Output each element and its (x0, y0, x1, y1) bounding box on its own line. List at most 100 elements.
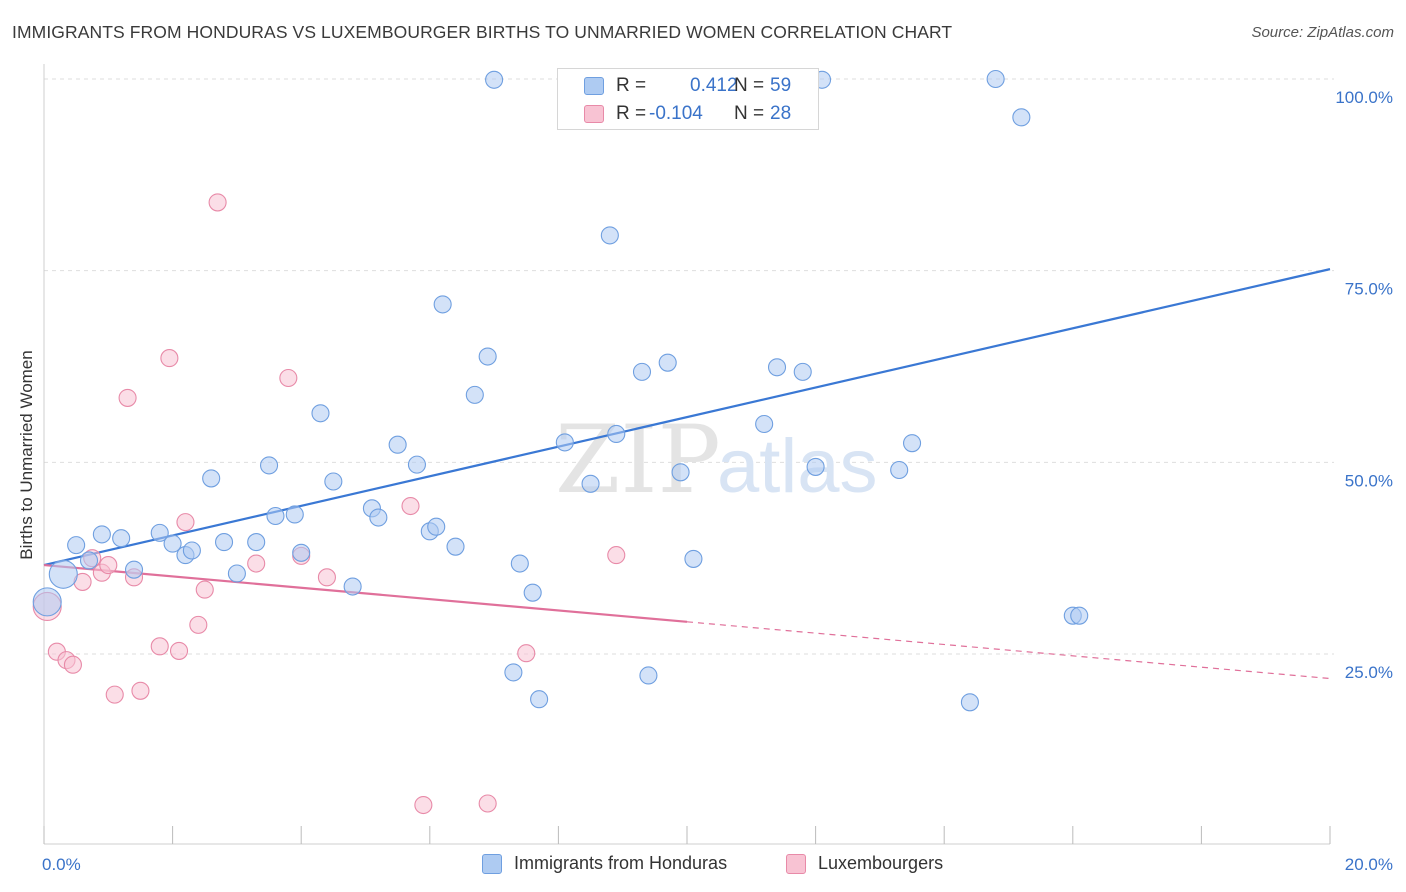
data-point-honduras (388, 435, 407, 454)
data-point-honduras (112, 529, 131, 548)
data-point-honduras (311, 404, 330, 423)
data-point-honduras (285, 505, 304, 524)
data-point-honduras (124, 560, 144, 579)
blue-swatch (584, 77, 604, 95)
data-point-honduras (1070, 606, 1089, 625)
data-point-honduras (202, 469, 221, 488)
data-point-honduras (523, 583, 542, 602)
data-point-luxembourgers (517, 644, 536, 663)
stats-legend: R = 0.412 N = 59 R = -0.104 N = 28 (557, 68, 819, 130)
data-point-luxembourgers (63, 655, 82, 674)
data-point-honduras (806, 457, 825, 476)
watermark-zip: ZIP (555, 406, 721, 515)
n-label: N = (734, 103, 765, 124)
data-point-luxembourgers (208, 193, 227, 212)
data-point-honduras (478, 347, 497, 366)
stats-legend-row-blue: R = 0.412 N = 59 (558, 73, 818, 101)
data-point-luxembourgers (607, 546, 626, 565)
data-point-honduras (632, 362, 652, 381)
data-point-honduras (607, 424, 626, 444)
data-point-honduras (485, 70, 504, 89)
data-point-luxembourgers (195, 580, 214, 599)
r-value-pink: -0.104 (649, 103, 703, 124)
data-point-luxembourgers (317, 568, 336, 587)
grid-layer (44, 78, 1334, 655)
trend-line-extrapolated (686, 621, 1331, 680)
data-point-honduras (214, 533, 234, 552)
data-point-luxembourgers (279, 368, 298, 388)
data-point-honduras (247, 533, 266, 552)
data-point-honduras (581, 474, 600, 493)
r-label: R = (616, 75, 647, 96)
r-label: R = (616, 103, 647, 124)
data-point-luxembourgers (99, 556, 118, 575)
data-point-honduras (266, 506, 285, 526)
data-point-honduras (32, 587, 62, 617)
data-point-honduras (986, 69, 1005, 89)
data-point-honduras (92, 525, 111, 544)
n-value-blue: 59 (770, 75, 792, 96)
data-point-honduras (902, 434, 922, 453)
data-point-luxembourgers (131, 681, 150, 700)
data-point-honduras (433, 295, 452, 314)
x-tick-label: 0.0% (42, 855, 81, 874)
data-point-honduras (67, 536, 86, 555)
stats-legend-row-pink: R = -0.104 N = 28 (558, 101, 818, 129)
data-point-honduras (407, 455, 426, 474)
data-point-luxembourgers (169, 641, 189, 660)
data-point-luxembourgers (160, 349, 179, 368)
data-point-honduras (227, 564, 246, 583)
data-point-honduras (465, 385, 484, 404)
y-tick-label: 100.0% (1335, 88, 1393, 107)
data-point-honduras (793, 362, 812, 381)
data-point-luxembourgers (478, 794, 497, 813)
data-point-honduras (292, 543, 311, 562)
data-point-honduras (79, 551, 99, 570)
data-point-honduras (755, 414, 774, 434)
trend-layer (43, 268, 1331, 680)
data-point-honduras (671, 463, 690, 482)
data-point-honduras (960, 693, 979, 712)
data-point-luxembourgers (105, 685, 124, 704)
data-point-honduras (684, 549, 703, 568)
data-point-honduras (446, 537, 465, 556)
watermark: ZIP atlas (555, 406, 878, 515)
data-point-honduras (48, 559, 78, 589)
data-point-honduras (600, 226, 619, 245)
points-layer (32, 69, 1089, 815)
chart-title: IMMIGRANTS FROM HONDURAS VS LUXEMBOURGER… (12, 22, 953, 42)
legend-swatch-luxembourgers (786, 854, 806, 874)
axis-layer: 25.0% 50.0% 75.0% 100.0% 0.0% 20.0% (42, 64, 1393, 874)
data-point-honduras (658, 353, 677, 372)
pink-swatch (584, 105, 604, 123)
data-point-honduras (555, 433, 574, 452)
watermark-atlas: atlas (717, 424, 878, 509)
data-point-luxembourgers (150, 637, 169, 656)
data-point-luxembourgers (189, 615, 208, 634)
y-tick-label: 50.0% (1345, 471, 1393, 490)
y-axis-label: Births to Unmarried Women (17, 350, 36, 559)
data-point-luxembourgers (414, 795, 433, 815)
data-point-honduras (369, 508, 388, 527)
data-point-honduras (1012, 108, 1031, 127)
data-point-honduras (343, 577, 362, 596)
data-point-honduras (504, 663, 523, 682)
trend-line (43, 563, 688, 623)
data-point-honduras (639, 666, 658, 685)
data-point-luxembourgers (401, 496, 420, 516)
y-tick-label: 25.0% (1345, 663, 1393, 682)
data-point-honduras (163, 534, 182, 553)
data-point-honduras (150, 523, 169, 542)
y-tick-label: 75.0% (1345, 280, 1393, 299)
data-point-honduras (510, 554, 529, 573)
legend-label-luxembourgers: Luxembourgers (818, 853, 944, 873)
legend-label-honduras: Immigrants from Honduras (514, 853, 728, 873)
data-point-honduras (530, 690, 549, 709)
data-point-luxembourgers (247, 554, 266, 573)
data-point-honduras (182, 541, 201, 560)
data-point-honduras (324, 472, 343, 491)
data-point-luxembourgers (118, 388, 137, 407)
data-point-luxembourgers (176, 513, 195, 532)
